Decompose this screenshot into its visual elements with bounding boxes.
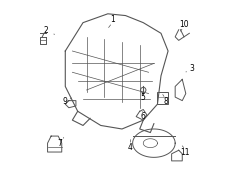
Text: 8: 8 (163, 97, 168, 106)
Text: 2: 2 (43, 26, 48, 35)
Text: 10: 10 (179, 20, 188, 29)
Text: 11: 11 (181, 148, 190, 157)
Text: 3: 3 (190, 64, 194, 73)
Text: 5: 5 (141, 93, 145, 102)
Text: 9: 9 (62, 97, 67, 106)
Text: 1: 1 (110, 15, 115, 24)
Text: 6: 6 (141, 112, 145, 121)
Text: 7: 7 (57, 139, 62, 148)
Bar (157, 92, 168, 104)
Text: 4: 4 (128, 143, 133, 152)
